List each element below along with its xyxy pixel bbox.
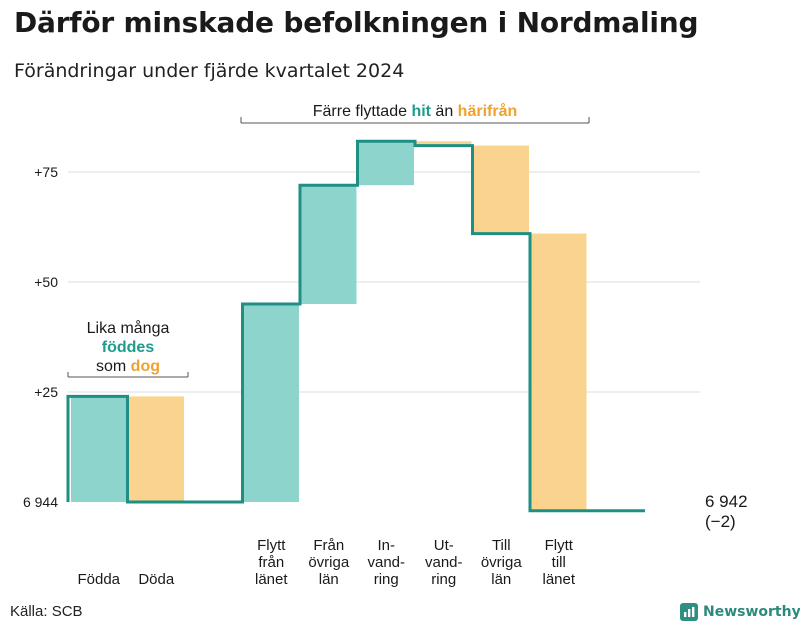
waterfall-bar: [128, 396, 184, 502]
chart-title: Därför minskade befolkningen i Nordmalin…: [14, 6, 699, 39]
waterfall-bar: [358, 141, 414, 186]
newsworthy-logo-icon: [680, 603, 698, 621]
annotation-deaths-line: som dog: [96, 358, 160, 375]
waterfall-bar: [71, 396, 127, 502]
end-value-label: 6 942: [705, 492, 748, 511]
end-change-label: (−2): [705, 512, 736, 531]
brand-logo: Newsworthy: [680, 601, 800, 623]
y-tick-label: 6 944: [23, 494, 58, 510]
waterfall-bar: [301, 185, 357, 304]
population-level-line: [66, 139, 645, 513]
category-label: Flytt från länet: [255, 537, 288, 588]
y-tick-label: +75: [34, 164, 58, 180]
waterfall-bar: [416, 141, 472, 146]
category-label: In-vand-ring: [367, 537, 405, 588]
category-label: Till övriga län: [481, 537, 523, 588]
brand-name: Newsworthy: [703, 604, 800, 620]
annotation-births-line1: Lika många: [87, 319, 170, 337]
y-tick-label: +50: [34, 274, 58, 290]
annotation-migration: Färre flyttade hit än härifrån: [313, 102, 518, 120]
annotation-births-highlight: föddes: [102, 339, 155, 356]
waterfall-bar: [243, 304, 299, 502]
category-label: Från övriga län: [308, 537, 350, 588]
y-tick-label: +25: [34, 384, 58, 400]
category-label: Flytt till länet: [542, 537, 575, 588]
category-label: Födda: [77, 571, 120, 588]
waterfall-bar: [531, 233, 587, 511]
chart-subtitle: Förändringar under fjärde kvartalet 2024: [14, 60, 405, 82]
category-label: Döda: [138, 571, 175, 588]
source-note: Källa: SCB: [10, 603, 83, 620]
category-label: Ut-vand-ring: [425, 537, 463, 588]
waterfall-bar: [473, 145, 529, 234]
